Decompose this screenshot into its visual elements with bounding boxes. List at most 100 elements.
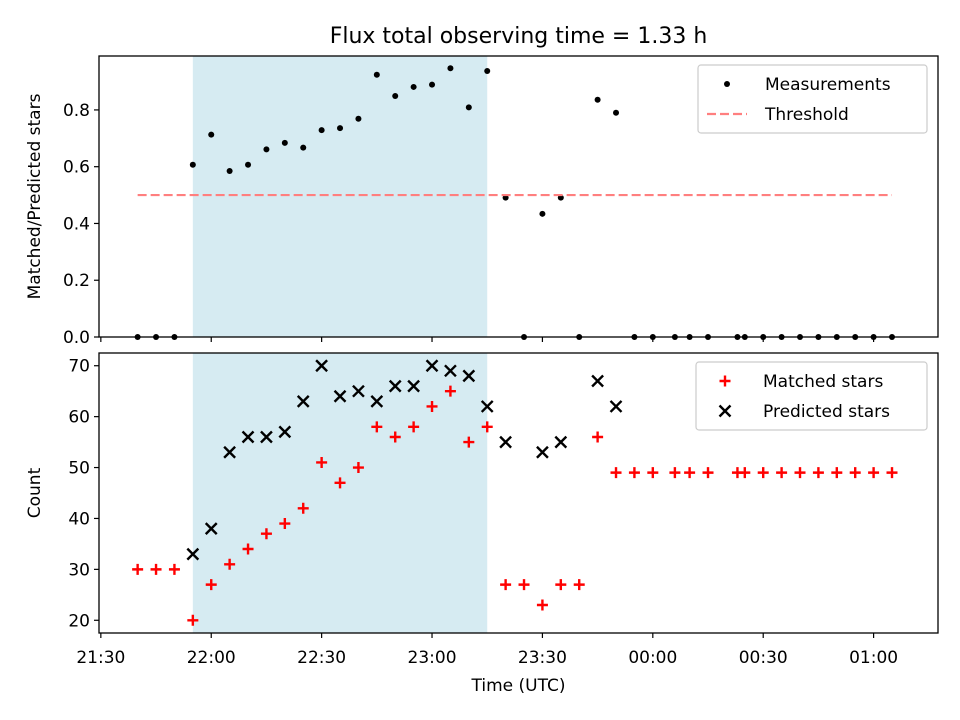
x-tick-label: 21:30	[76, 648, 125, 668]
y-tick-label: 0.0	[63, 328, 90, 348]
y-tick-label: 70	[68, 357, 90, 377]
predicted-star-point	[407, 379, 420, 393]
top-panel: 0.0 0.2 0.4 0.6 0.8 Matched/Predicted stars Me…	[25, 55, 939, 348]
legend-box	[695, 361, 928, 431]
x-tick-label: 23:30	[518, 648, 567, 668]
predicted-star-point	[260, 430, 273, 444]
matched-star-point	[132, 563, 144, 575]
measurement-point	[539, 210, 546, 217]
measurement-point	[245, 161, 252, 168]
matched-star-point	[628, 467, 640, 479]
matched-star-point	[260, 528, 272, 540]
predicted-star-point	[241, 430, 255, 444]
matched-star-point	[776, 467, 788, 479]
axes-frame	[98, 55, 939, 338]
matched-star-point	[794, 467, 806, 479]
legend: Matched stars Predicted stars	[695, 361, 928, 431]
matched-star-point	[886, 467, 898, 479]
legend-predicted-swatch	[718, 404, 732, 418]
matched-star-point	[684, 467, 696, 479]
matched-star-point	[224, 558, 236, 570]
measurement-point	[300, 144, 307, 151]
matched-star-point	[205, 579, 217, 591]
y-tick-label: 0.2	[63, 271, 90, 291]
matched-star-point	[592, 431, 604, 443]
measurement-point	[337, 125, 344, 132]
matched-star-point	[389, 431, 401, 443]
matched-star-point	[702, 467, 714, 479]
legend-label: Measurements	[765, 75, 891, 95]
x-tick-label: 23:00	[408, 648, 457, 668]
axes-frame	[98, 352, 939, 634]
matched-star-point	[610, 467, 622, 479]
matched-star-point	[573, 579, 585, 591]
y-tick-label: 0.6	[63, 158, 90, 178]
legend-label: Predicted stars	[763, 402, 890, 422]
x-tick-label: 22:00	[187, 648, 236, 668]
y-tick-label: 50	[68, 459, 90, 479]
measurement-point	[355, 115, 362, 122]
legend-box	[697, 64, 928, 134]
matched-star-point	[647, 467, 659, 479]
x-axis-label: Time (UTC)	[471, 676, 566, 696]
x-tick-label: 00:30	[739, 648, 788, 668]
measurement-point	[429, 81, 436, 88]
matched-star-point	[868, 467, 880, 479]
y-axis-label: Matched/Predicted stars	[25, 93, 45, 299]
predicted-star-point	[352, 384, 365, 398]
measurement-point	[465, 104, 472, 111]
predicted-star-point	[462, 369, 476, 383]
matched-star-point	[279, 518, 291, 530]
shaded-observing-interval	[192, 353, 488, 633]
matched-star-point	[518, 579, 530, 591]
legend-matched-swatch	[719, 375, 731, 387]
matched-star-point	[849, 467, 861, 479]
legend-label: Matched stars	[763, 372, 883, 392]
y-tick-label: 20	[68, 611, 90, 631]
predicted-star-point	[591, 374, 604, 388]
measurement-point	[373, 71, 380, 78]
matched-star-point	[408, 421, 420, 433]
measurement-point	[594, 96, 601, 103]
x-tick-label: 01:00	[849, 648, 898, 668]
predicted-star-point	[370, 395, 384, 408]
y-tick-label: 30	[68, 560, 90, 580]
matched-star-point	[669, 467, 681, 479]
measurement-point	[484, 68, 491, 75]
matched-star-point	[500, 579, 512, 591]
y-tick-label: 0.4	[63, 214, 90, 234]
measurement-point	[226, 167, 233, 174]
measurement-point	[281, 139, 288, 146]
matched-star-point	[352, 462, 364, 474]
measurement-point	[208, 131, 215, 138]
chart-title: Flux total observing time = 1.33 h	[330, 24, 708, 49]
predicted-star-point	[186, 547, 200, 561]
matched-star-point	[831, 467, 843, 479]
matched-star-point	[481, 421, 493, 433]
matched-star-point	[150, 563, 162, 575]
predicted-star-point	[425, 359, 439, 373]
matched-star-point	[187, 614, 199, 626]
series-bottom-0	[132, 385, 898, 626]
matched-star-point	[555, 579, 567, 591]
x-tick-label: 22:30	[297, 648, 346, 668]
shaded-observing-interval	[192, 56, 488, 337]
matched-star-point	[739, 467, 751, 479]
series-bottom-1	[186, 359, 623, 561]
measurement-point	[392, 93, 399, 100]
predicted-star-point	[388, 379, 402, 393]
y-tick-label: 60	[68, 408, 90, 428]
predicted-star-point	[444, 364, 457, 378]
matched-star-point	[463, 436, 475, 448]
predicted-star-point	[554, 435, 568, 449]
legend-measurement-swatch	[724, 81, 730, 87]
x-tick-label: 00:00	[628, 648, 677, 668]
matched-star-point	[371, 421, 383, 433]
matched-star-point	[536, 599, 548, 611]
measurement-point	[410, 83, 417, 90]
legend: Measurements Threshold	[697, 64, 928, 134]
y-axis-label: Count	[25, 467, 45, 518]
matched-star-point	[334, 477, 346, 489]
matched-star-point	[316, 456, 328, 468]
